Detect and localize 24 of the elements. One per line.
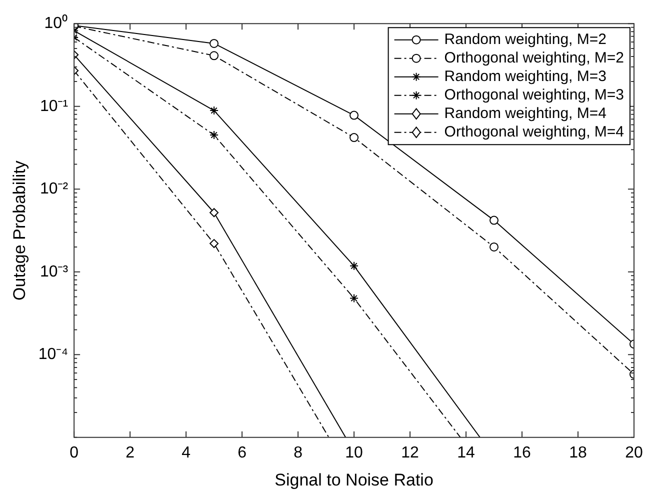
- x-tick-label: 0: [70, 444, 79, 462]
- x-tick-label: 12: [401, 444, 420, 462]
- x-tick-label: 2: [126, 444, 135, 462]
- x-axis-title: Signal to Noise Ratio: [274, 470, 434, 490]
- x-tick-label: 8: [294, 444, 303, 462]
- legend-label: Orthogonal weighting, M=2: [444, 49, 624, 66]
- y-tick-label: 10⁰: [44, 14, 68, 32]
- y-tick-label: 10⁻¹: [40, 98, 68, 115]
- legend-label: Random weighting, M=4: [444, 104, 606, 122]
- legend-label: Orthogonal weighting, M=3: [444, 86, 624, 104]
- legend-label: Random weighting, M=2: [444, 30, 606, 48]
- y-tick-label: 10⁻⁴: [38, 346, 68, 364]
- y-axis-title: Outage Probability: [10, 160, 29, 300]
- x-tick-label: 20: [625, 444, 643, 462]
- y-tick-label: 10⁻³: [40, 263, 69, 280]
- legend-label: Random weighting, M=3: [444, 68, 606, 85]
- legend-label: Orthogonal weighting, M=4: [444, 123, 624, 140]
- x-tick-label: 18: [569, 444, 588, 462]
- x-tick-label: 16: [513, 444, 532, 462]
- x-tick-label: 6: [238, 444, 247, 462]
- y-tick-label: 10⁻²: [40, 180, 69, 198]
- x-tick-label: 14: [457, 444, 476, 462]
- x-tick-label: 4: [182, 444, 191, 462]
- x-tick-label: 10: [345, 444, 364, 462]
